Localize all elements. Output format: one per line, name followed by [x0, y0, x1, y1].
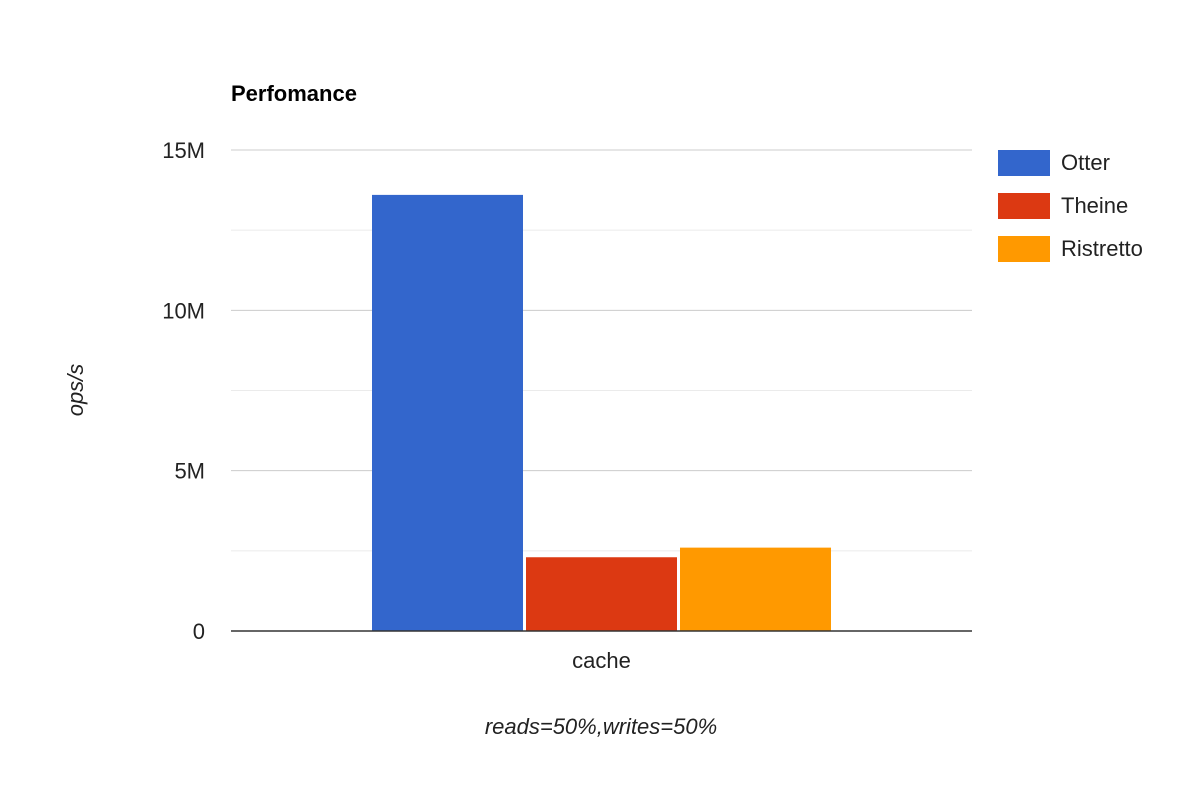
legend: Otter Theine Ristretto	[998, 150, 1143, 262]
bar-ristretto	[680, 547, 831, 631]
x-axis-ticks: cache	[572, 648, 631, 673]
legend-label-otter: Otter	[1061, 150, 1110, 175]
chart-title: Perfomance	[231, 81, 357, 106]
bar-theine	[526, 557, 677, 631]
gridlines	[231, 149, 972, 552]
y-tick-label: 15M	[162, 138, 205, 163]
y-tick-label: 10M	[162, 298, 205, 323]
y-tick-label: 0	[193, 619, 205, 644]
legend-label-ristretto: Ristretto	[1061, 236, 1143, 261]
x-tick-label: cache	[572, 648, 631, 673]
bar-otter	[372, 194, 523, 632]
bars	[372, 194, 831, 632]
x-axis-label: reads=50%,writes=50%	[485, 714, 717, 739]
legend-swatch-otter	[998, 150, 1050, 176]
legend-swatch-ristretto	[998, 236, 1050, 262]
legend-swatch-theine	[998, 193, 1050, 219]
y-axis-ticks: 0 5M 10M 15M	[162, 138, 205, 644]
y-tick-label: 5M	[174, 459, 205, 484]
y-axis-label: ops/s	[63, 364, 88, 417]
legend-label-theine: Theine	[1061, 193, 1128, 218]
